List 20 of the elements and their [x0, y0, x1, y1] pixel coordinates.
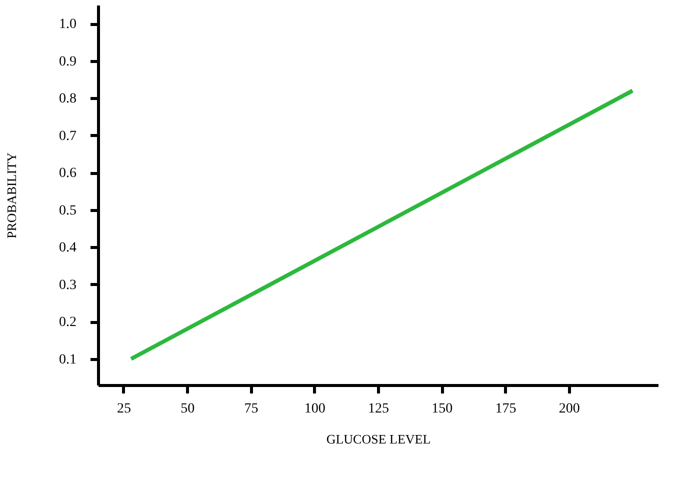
y-tick-label: 0.9 — [59, 54, 76, 70]
y-tick-label: 0.3 — [59, 278, 76, 293]
y-tick-label: 0.4 — [59, 240, 76, 256]
x-tick-label: 100 — [304, 402, 326, 416]
y-tick-label: 0.5 — [59, 203, 76, 218]
y-tick-label: 0.6 — [59, 166, 76, 182]
x-tick-label: 175 — [495, 402, 516, 416]
y-axis-title: PROBABILITY — [4, 152, 19, 238]
x-tick-label: 125 — [368, 402, 389, 416]
y-tick-label: 0.2 — [59, 315, 76, 330]
y-tick-label: 0.8 — [59, 92, 76, 107]
x-tick-label: 200 — [558, 402, 580, 416]
y-tick-label: 0.7 — [59, 128, 76, 144]
x-tick-label: 75 — [244, 402, 258, 416]
x-axis-title: GLUCOSE LEVEL — [326, 432, 431, 446]
y-tick-label: 1.0 — [59, 17, 76, 32]
x-tick-label: 150 — [432, 402, 453, 416]
x-tick-label: 50 — [180, 402, 195, 416]
y-tick-label: 0.1 — [59, 352, 76, 368]
x-tick-label: 25 — [116, 402, 131, 416]
